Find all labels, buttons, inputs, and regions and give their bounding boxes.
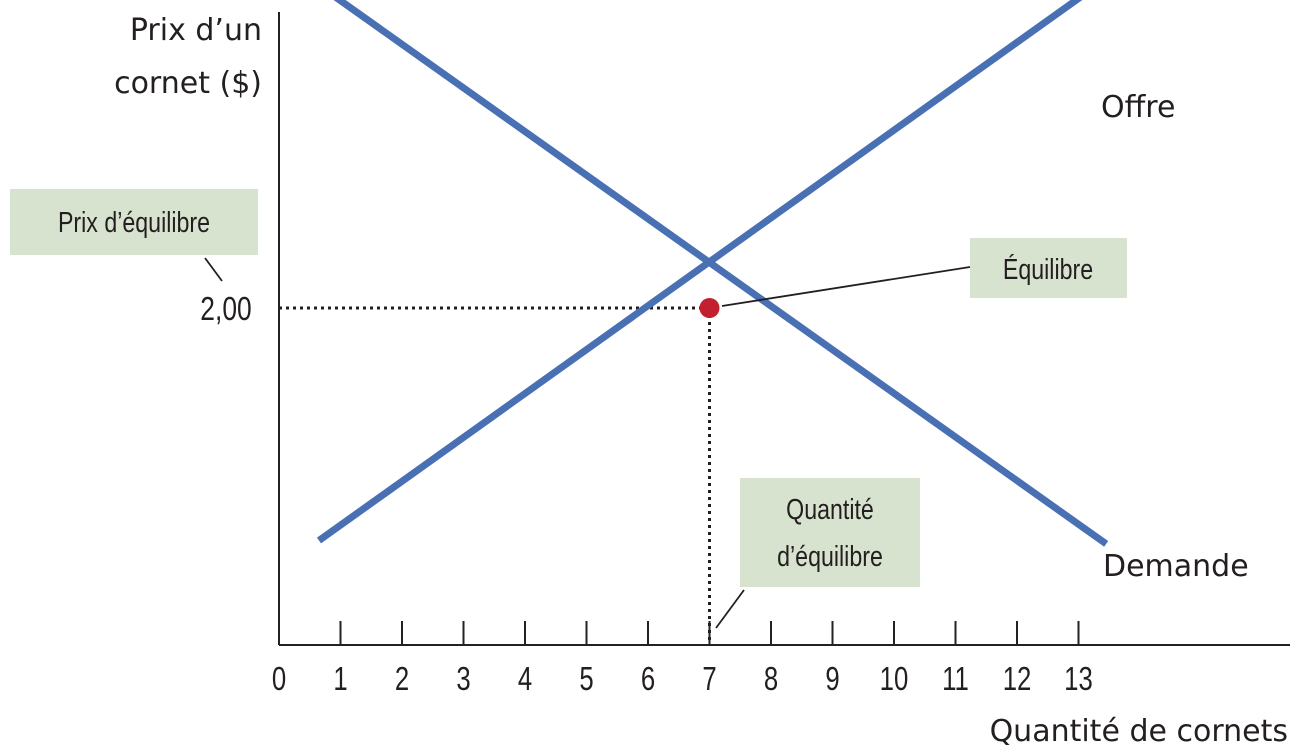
price-callout-background: [10, 189, 258, 255]
quantity-callout-label-line-1: Quantité: [786, 492, 874, 525]
equilibrium-callout-background: [970, 238, 1127, 298]
supply-curve: [316, 0, 1083, 544]
x-tick-label: 13: [1064, 661, 1093, 698]
tick-group: 0 1 2 3 4 5 6 7 8 9 10 11 12 132,00: [200, 291, 1092, 698]
quantity-callout-background: [740, 478, 920, 587]
x-tick-label: 11: [942, 661, 969, 698]
y-axis-title-line-2: cornet ($): [114, 66, 262, 101]
x-tick-label: 1: [333, 661, 347, 698]
equilibrium-point: [699, 298, 720, 318]
x-tick-label: 8: [764, 661, 778, 698]
curves: [316, 0, 1109, 547]
equilibrium-callout: Équilibre: [721, 238, 1127, 307]
x-tick-label: 4: [518, 661, 532, 698]
x-axis-title: Quantité de cornets: [990, 714, 1288, 748]
equilibrium-guides: [279, 306, 711, 645]
price-callout-label: Prix d’équilibre: [58, 205, 210, 238]
x-tick-label: 3: [456, 661, 470, 698]
quantity-callout: Quantité d’équilibre: [715, 478, 920, 629]
x-tick-label: 10: [880, 661, 909, 698]
x-tick-label: 6: [641, 661, 655, 698]
x-tick-label: 2: [395, 661, 409, 698]
x-tick-label: 0: [272, 661, 286, 698]
x-tick-label: 7: [702, 661, 716, 698]
x-tick-label: 12: [1003, 661, 1032, 698]
x-tick-label: 5: [579, 661, 593, 698]
series-label-offre: Offre: [1101, 90, 1175, 125]
price-callout-leader: [204, 257, 223, 282]
x-tick-label: 9: [825, 661, 839, 698]
quantity-callout-label-line-2: d’équilibre: [777, 539, 883, 572]
y-axis-title-line-1: Prix d’un: [130, 13, 262, 48]
demand-curve: [333, 0, 1109, 547]
equilibrium-callout-leader: [721, 266, 971, 307]
equilibrium-callout-label: Équilibre: [1003, 252, 1093, 285]
quantity-callout-leader: [715, 589, 745, 629]
price-callout: Prix d’équilibre: [10, 189, 258, 282]
series-label-demande: Demande: [1103, 549, 1249, 584]
y-tick-label: 2,00: [200, 291, 251, 327]
